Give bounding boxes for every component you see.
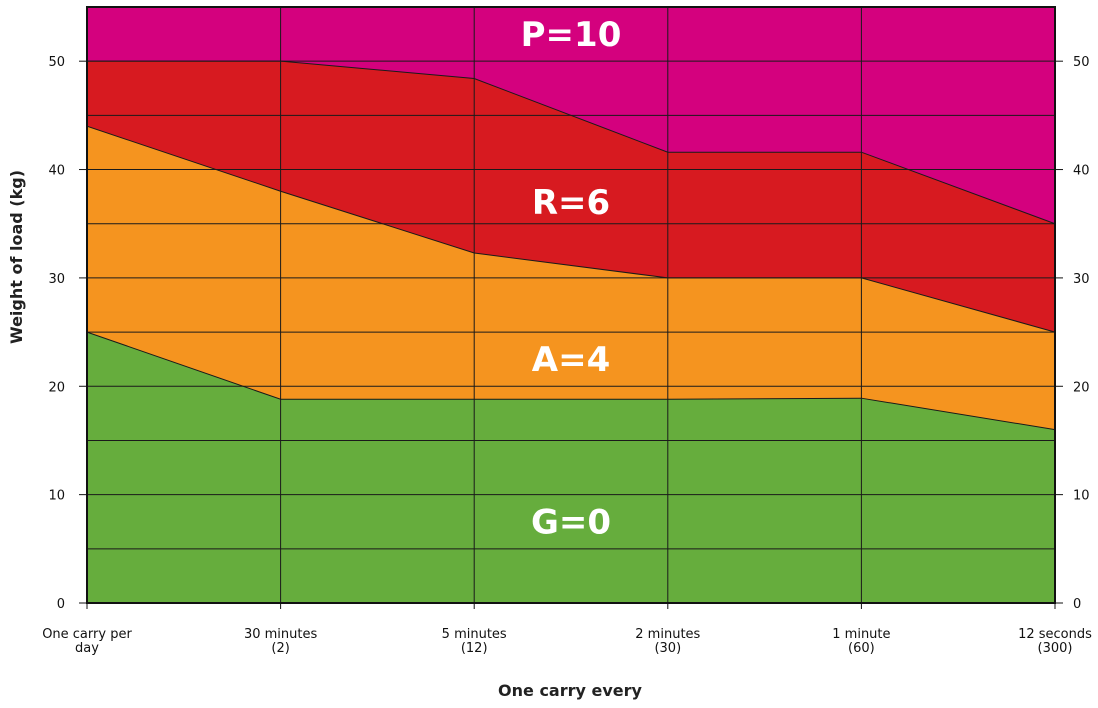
x-tick-label-line: (12) — [461, 641, 488, 656]
boundary-g-0 — [86, 331, 1056, 431]
band-g-0 — [87, 332, 1055, 603]
band-label-g-0: G=0 — [531, 503, 611, 543]
x-axis-title: One carry every — [498, 681, 643, 700]
y-tick-label-right: 10 — [1073, 489, 1090, 504]
band-label-a-4: A=4 — [532, 340, 610, 380]
x-tick-label-line: day — [75, 641, 99, 656]
band-labels: G=0 A=4 R=6 P=10 — [521, 15, 622, 543]
x-tick-label-line: 12 seconds — [1018, 627, 1092, 642]
boundary-r-6 — [87, 60, 1056, 225]
y-tick-label-left: 40 — [48, 164, 65, 179]
y-ticks: 0 0 10 10 20 20 30 30 40 40 50 50 — [48, 55, 1089, 612]
y-tick-label-left: 10 — [48, 489, 65, 504]
boundary-a-4 — [86, 125, 1056, 333]
x-tick-label: 2 minutes (30) — [635, 627, 700, 656]
x-tick-label-line: 5 minutes — [442, 627, 507, 642]
x-tick-label-line: One carry per — [42, 627, 132, 642]
x-tick-label-line: 1 minute — [832, 627, 890, 642]
x-tick-label-line: 30 minutes — [244, 627, 318, 642]
x-tick-label: 5 minutes (12) — [442, 627, 507, 656]
plot-frame — [86, 6, 1056, 604]
y-tick-label-left: 0 — [57, 597, 65, 612]
band-r-6 — [87, 61, 1055, 333]
y-tick-label-left: 20 — [48, 380, 65, 395]
band-label-r-6: R=6 — [532, 183, 610, 223]
x-tick-label: 12 seconds (300) — [1018, 627, 1092, 656]
x-tick-label-line: (300) — [1038, 641, 1073, 656]
x-tick-label-line: (60) — [848, 641, 875, 656]
y-tick-label-right: 40 — [1073, 164, 1090, 179]
y-tick-label-right: 20 — [1073, 380, 1090, 395]
x-tick-label-line: (30) — [654, 641, 681, 656]
x-tick-label: 1 minute (60) — [832, 627, 890, 656]
x-tick-label: 30 minutes (2) — [244, 627, 318, 656]
x-tick-label-line: 2 minutes — [635, 627, 700, 642]
boundaries — [86, 60, 1056, 431]
y-tick-label-right: 0 — [1073, 597, 1081, 612]
y-axis-title: Weight of load (kg) — [7, 170, 26, 344]
y-tick-label-left: 50 — [48, 55, 65, 70]
x-tick-label-line: (2) — [271, 641, 289, 656]
band-label-p-10: P=10 — [521, 15, 622, 55]
x-tick-label: One carry per day — [42, 627, 132, 656]
y-tick-label-right: 50 — [1073, 55, 1090, 70]
x-ticks: One carry per day 30 minutes (2) 5 minutes (1… — [42, 603, 1092, 656]
y-tick-label-right: 30 — [1073, 272, 1090, 287]
y-tick-label-left: 30 — [48, 272, 65, 287]
